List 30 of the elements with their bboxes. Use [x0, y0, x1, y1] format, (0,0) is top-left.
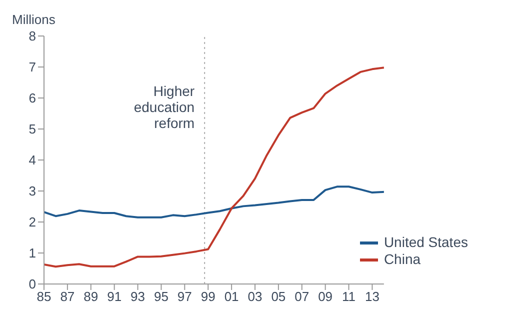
- x-tick-label: 91: [107, 289, 122, 304]
- x-tick-label: 07: [294, 289, 310, 304]
- x-tick-label: 93: [130, 289, 146, 304]
- y-tick-label: 5: [28, 122, 36, 137]
- y-tick-label: 4: [28, 152, 36, 168]
- line-series: [44, 66, 384, 268]
- y-tick-label: 6: [28, 90, 36, 106]
- y-tick-label: 8: [28, 28, 36, 44]
- y-tick-label: 1: [28, 246, 36, 261]
- x-tick-label: 87: [60, 289, 75, 304]
- y-axis-title: Millions: [12, 12, 56, 27]
- legend-label: China: [384, 251, 421, 268]
- legend-label: United States: [384, 234, 468, 251]
- x-tick-label: 11: [342, 289, 356, 304]
- x-tick-label: 97: [177, 289, 192, 304]
- x-tick-label: 89: [84, 289, 98, 304]
- ref-line-label: Higher education reform: [134, 83, 195, 131]
- x-tick-label: 05: [271, 289, 286, 304]
- x-tick-label: 13: [364, 289, 380, 304]
- x-tick-label: 95: [154, 289, 168, 304]
- x-tick-label: 03: [248, 289, 262, 304]
- y-tick-label: 0: [28, 276, 36, 292]
- x-tick-label: 85: [36, 289, 52, 304]
- line-series: [44, 186, 384, 218]
- y-tick-label: 7: [28, 60, 36, 75]
- y-tick-label: 3: [28, 184, 36, 199]
- y-tick-label: 2: [28, 214, 36, 230]
- x-tick-label: 99: [200, 289, 216, 304]
- x-tick-label: 09: [318, 289, 333, 304]
- x-tick-label: 01: [224, 289, 239, 304]
